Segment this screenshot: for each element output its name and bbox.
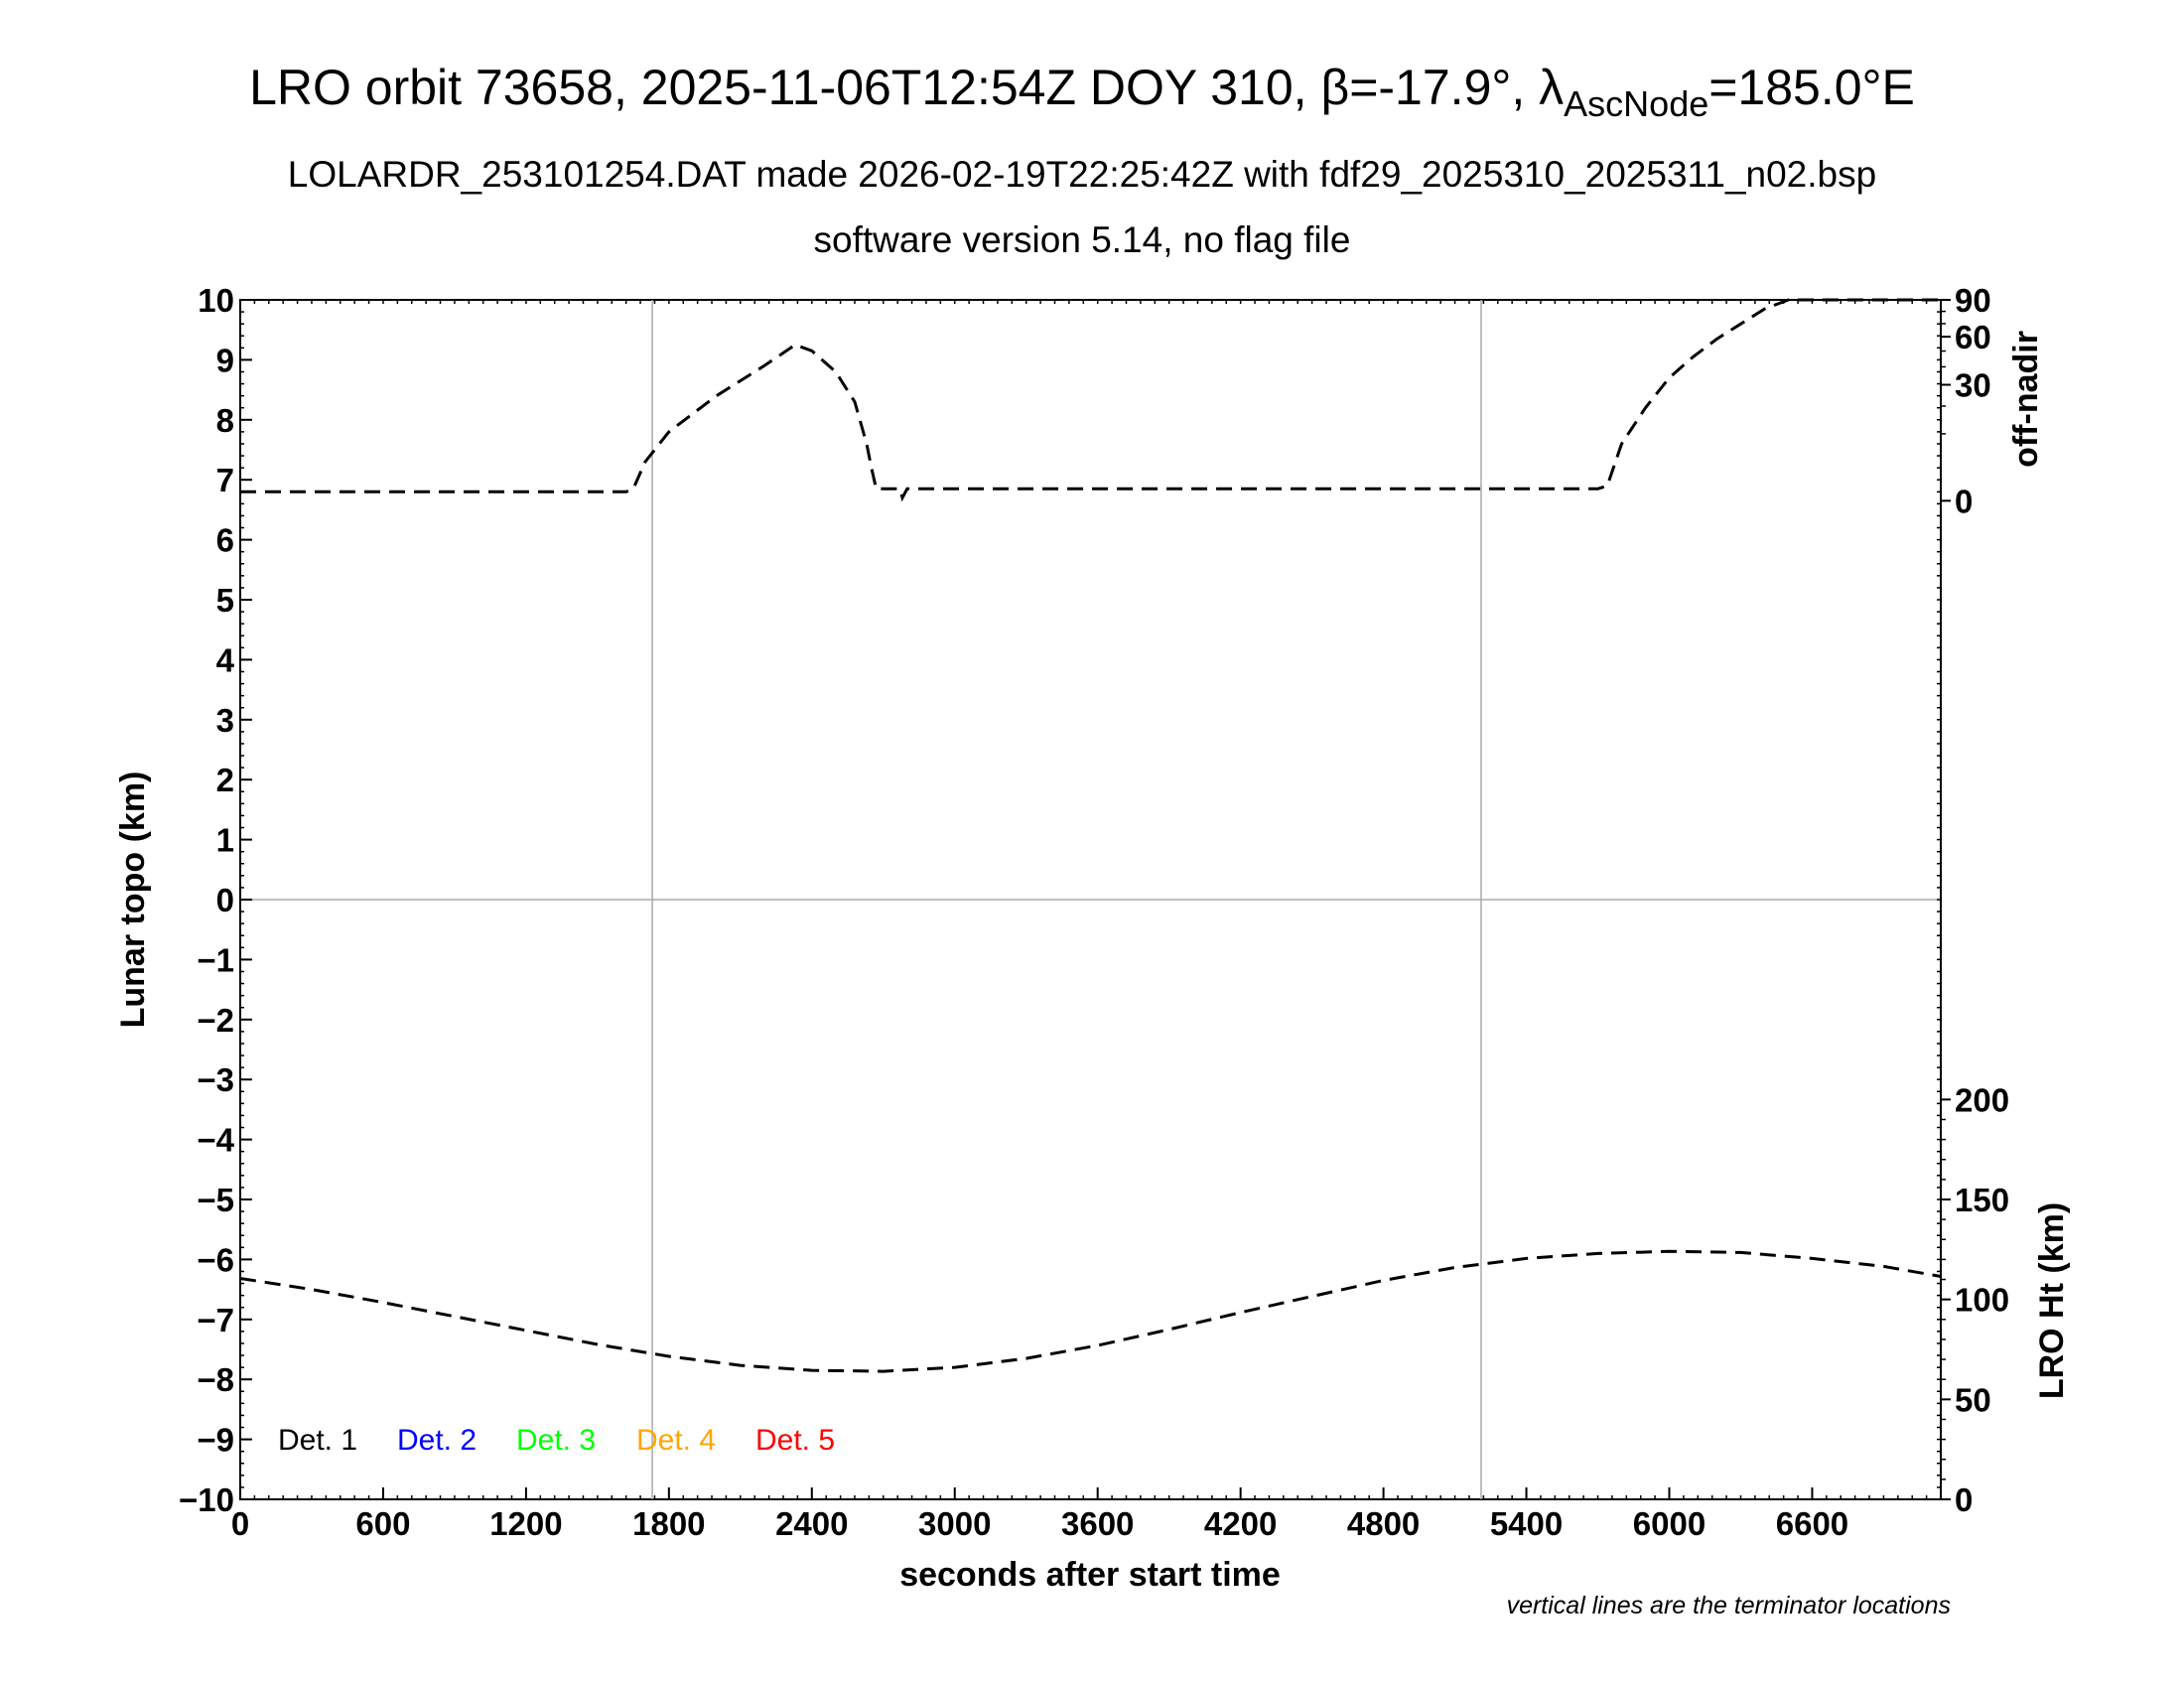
x-tick-label: 3000 [918,1505,991,1542]
x-axis-label: seconds after start time [899,1556,1281,1594]
y-tick-label: 3 [216,702,234,739]
legend-det5: Det. 5 [755,1424,835,1457]
lro-ht-tick-label: 200 [1955,1081,2009,1118]
y-tick-label: −4 [197,1122,234,1159]
y-tick-label: 1 [216,822,234,859]
y-tick-label: 6 [216,522,234,559]
off-nadir-tick-label: 0 [1955,483,1973,519]
y-tick-label: −6 [197,1241,234,1278]
y-tick-label: −8 [197,1361,234,1398]
y-tick-label: 0 [216,882,234,918]
x-tick-label: 4800 [1347,1505,1420,1542]
x-tick-label: 5400 [1490,1505,1563,1542]
x-tick-label: 2400 [775,1505,848,1542]
y2-bottom-axis-label: LRO Ht (km) [2033,1202,2071,1399]
minor-ticks [239,299,1951,1500]
grid-layer [240,300,1941,1499]
y-tick-label: 7 [216,462,234,498]
lro-height-line [239,1249,1942,1373]
y-tick-label: −7 [197,1302,234,1338]
legend-det3: Det. 3 [516,1424,596,1457]
y2-top-axis-label: off-nadir [2007,331,2045,468]
legend-det4: Det. 4 [636,1424,716,1457]
y-tick-label: 8 [216,402,234,439]
lro-ht-tick-label: 0 [1955,1481,1973,1518]
lro-ht-tick-label: 100 [1955,1282,2009,1319]
chart-subtitle-file: LOLARDR_253101254.DAT made 2026-02-19T22… [288,154,1876,195]
off-nadir-tick-label: 60 [1955,319,1991,355]
lro-ht-tick-label: 150 [1955,1182,2009,1218]
legend: Det. 1 Det. 2 Det. 3 Det. 4 Det. 5 [278,1424,835,1457]
x-tick-label: 1800 [632,1505,705,1542]
y-tick-label: 4 [216,641,235,678]
y-tick-label: −5 [197,1182,234,1218]
x-tick-label: 0 [231,1505,249,1542]
y-tick-label: 9 [216,342,234,378]
lro-ht-tick-label: 50 [1955,1381,1991,1418]
y-tick-label: −1 [197,941,234,978]
off-nadir-tick-label: 30 [1955,367,1991,404]
x-tick-label: 4200 [1204,1505,1277,1542]
y-tick-label: −3 [197,1061,234,1098]
x-tick-label: 600 [355,1505,410,1542]
legend-det1: Det. 1 [278,1424,357,1457]
y-tick-label: 2 [216,762,234,798]
chart-title: LRO orbit 73658, 2025-11-06T12:54Z DOY 3… [249,60,1915,124]
x-tick-label: 6000 [1633,1505,1706,1542]
series-layer [239,298,1942,1373]
y-axis-label: Lunar topo (km) [114,772,152,1029]
x-tick-label: 6600 [1776,1505,1848,1542]
x-tick-labels: 0 600 1200 1800 2400 3000 3600 4200 4800 5400 6000… [231,1505,1848,1542]
x-tick-label: 1200 [489,1505,562,1542]
off-nadir-tick-label: 90 [1955,282,1991,319]
y-tick-label: 10 [198,282,234,319]
x-tick-label: 3600 [1061,1505,1134,1542]
y-tick-label: −10 [179,1481,234,1518]
y-tick-label: −9 [197,1422,234,1459]
terminator-note: vertical lines are the terminator locati… [1507,1592,1951,1619]
y-tick-label: 5 [216,582,234,619]
chart-subtitle-version: software version 5.14, no flag file [814,219,1351,260]
y-tick-label: −2 [197,1002,234,1039]
legend-det2: Det. 2 [397,1424,477,1457]
off-nadir-line [240,298,1941,502]
